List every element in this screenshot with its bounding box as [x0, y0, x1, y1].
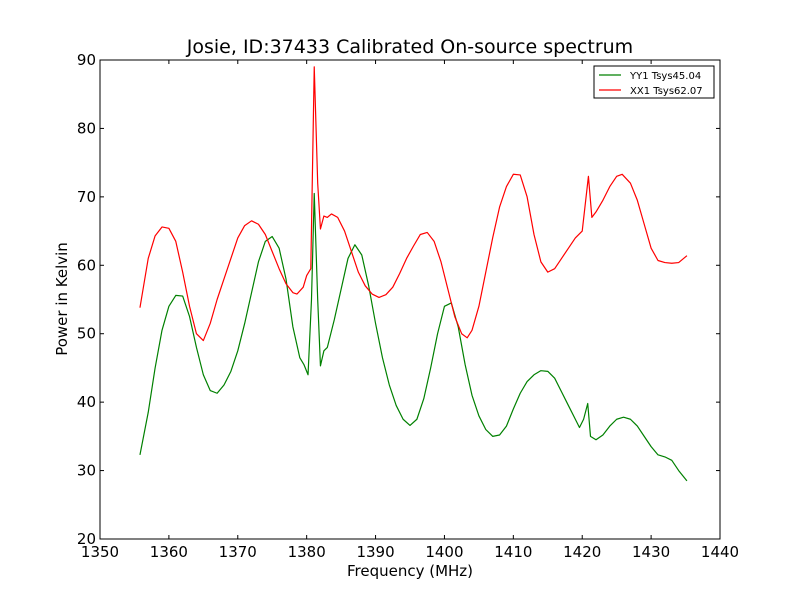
x-tick-label: 1400: [425, 543, 463, 561]
chart-title: Josie, ID:37433 Calibrated On-source spe…: [186, 36, 633, 58]
y-tick-label: 30: [77, 462, 96, 480]
x-tick-label: 1440: [701, 543, 739, 561]
x-tick-label: 1380: [288, 543, 326, 561]
y-tick-label: 90: [77, 51, 96, 69]
x-tick-label: 1390: [356, 543, 394, 561]
y-tick-label: 50: [77, 325, 96, 343]
x-tick-label: 1360: [150, 543, 188, 561]
series-line-1: [139, 192, 688, 482]
legend-label-2: XX1 Tsys62.07: [630, 86, 703, 97]
x-axis-label: Frequency (MHz): [347, 562, 473, 580]
x-tick-label: 1430: [632, 543, 670, 561]
plot-frame: [99, 59, 721, 540]
legend-box: [593, 65, 715, 99]
y-tick-label: 40: [77, 393, 96, 411]
legend: YY1 Tsys45.04 XX1 Tsys62.07: [593, 65, 715, 99]
y-tick-label: 80: [77, 119, 96, 137]
series-line-2: [139, 66, 688, 342]
x-tick-label: 1420: [563, 543, 601, 561]
y-tick-label: 20: [77, 530, 96, 548]
legend-label-1: YY1 Tsys45.04: [629, 71, 701, 82]
y-tick-label: 70: [77, 188, 96, 206]
x-tick-label: 1350: [81, 543, 119, 561]
y-axis: 20 30 40 50 60 70 80 90: [77, 51, 720, 548]
plot-area: [139, 66, 688, 482]
x-axis: 1350 1360 1370 1380 1390 1400 1410 1420 1430 1440: [81, 60, 739, 561]
y-axis-label: Power in Kelvin: [53, 242, 71, 356]
x-tick-label: 1410: [494, 543, 532, 561]
y-tick-label: 60: [77, 256, 96, 274]
x-tick-label: 1370: [219, 543, 257, 561]
